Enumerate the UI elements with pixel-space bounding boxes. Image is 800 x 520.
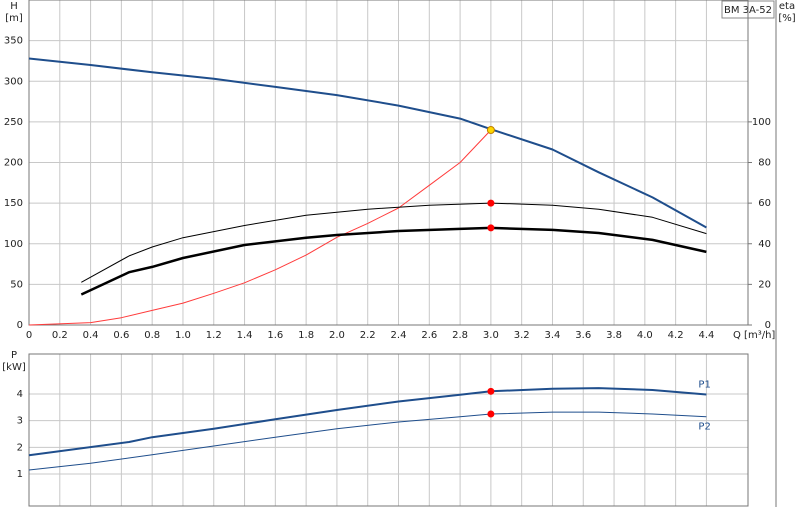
y-tick-label: 1: [17, 469, 23, 480]
x-tick-label: 2.8: [452, 330, 468, 341]
x-tick-label: 0.8: [144, 330, 160, 341]
x-tick-label: 0: [26, 330, 32, 341]
curve: [28, 387, 707, 457]
x-tick-label: 4.2: [668, 330, 684, 341]
y2-tick-label: 80: [758, 158, 771, 169]
x-tick-label: 3.8: [606, 330, 622, 341]
x-tick-label: 4.4: [698, 330, 714, 341]
operating-point: [487, 410, 495, 418]
y-tick-label: 250: [4, 117, 23, 128]
y-tick-label: 100: [4, 239, 23, 250]
curve: [80, 226, 707, 296]
curve: [28, 57, 707, 229]
x-tick-label: 1.6: [267, 330, 283, 341]
y-tick-label: 200: [4, 158, 23, 169]
x-tick-label: 0.6: [113, 330, 129, 341]
y2-tick-label: 20: [758, 279, 771, 290]
y2-tick-label: 60: [758, 198, 771, 209]
y2-tick-label: 0: [765, 320, 771, 331]
x-tick-label: 0.2: [52, 330, 68, 341]
y-tick-label: 3: [17, 416, 23, 427]
x-tick-label: 3.0: [483, 330, 499, 341]
y2-tick-label: 100: [752, 117, 771, 128]
x-tick-label: 1.8: [298, 330, 314, 341]
curve: [28, 129, 492, 326]
curve: [28, 411, 707, 471]
y-tick-label: 300: [4, 76, 23, 87]
x-tick-label: 2.6: [421, 330, 437, 341]
y-axis-unit: [m]: [5, 13, 23, 24]
x-tick-label: 3.6: [575, 330, 591, 341]
y-axis-title: P: [11, 350, 17, 361]
y-tick-label: 150: [4, 198, 23, 209]
y-tick-label: 4: [17, 389, 23, 400]
x-tick-label: 2.4: [391, 330, 407, 341]
y2-tick-label: 40: [758, 239, 771, 250]
curve: [81, 202, 707, 283]
operating-point: [487, 224, 495, 232]
y2-axis-title: eta: [779, 1, 795, 12]
operating-point: [486, 126, 495, 134]
y-axis-title: H: [10, 1, 18, 12]
y-tick-label: 2: [17, 442, 23, 453]
x-tick-label: 1.4: [237, 330, 253, 341]
operating-point: [487, 199, 495, 207]
operating-point: [487, 387, 495, 395]
y-axis-unit: [kW]: [2, 362, 26, 373]
x-tick-label: 0.4: [83, 330, 99, 341]
plot-frame: [28, 0, 749, 326]
series-label: P2: [698, 422, 710, 433]
y2-axis-unit: [%]: [778, 13, 795, 24]
x-tick-label: 1.0: [175, 330, 191, 341]
x-tick-label: 2.2: [360, 330, 376, 341]
y-tick-label: 350: [4, 36, 23, 47]
plot-frame: [28, 353, 749, 507]
x-axis-title: Q [m³/h]: [733, 330, 775, 341]
x-tick-label: 4.0: [637, 330, 653, 341]
y-tick-label: 50: [10, 279, 23, 290]
x-tick-label: 3.2: [514, 330, 530, 341]
x-tick-label: 3.4: [545, 330, 561, 341]
x-tick-label: 2.0: [329, 330, 345, 341]
series-label: P1: [698, 380, 710, 391]
y-tick-label: 0: [17, 320, 23, 331]
x-tick-label: 1.2: [206, 330, 222, 341]
